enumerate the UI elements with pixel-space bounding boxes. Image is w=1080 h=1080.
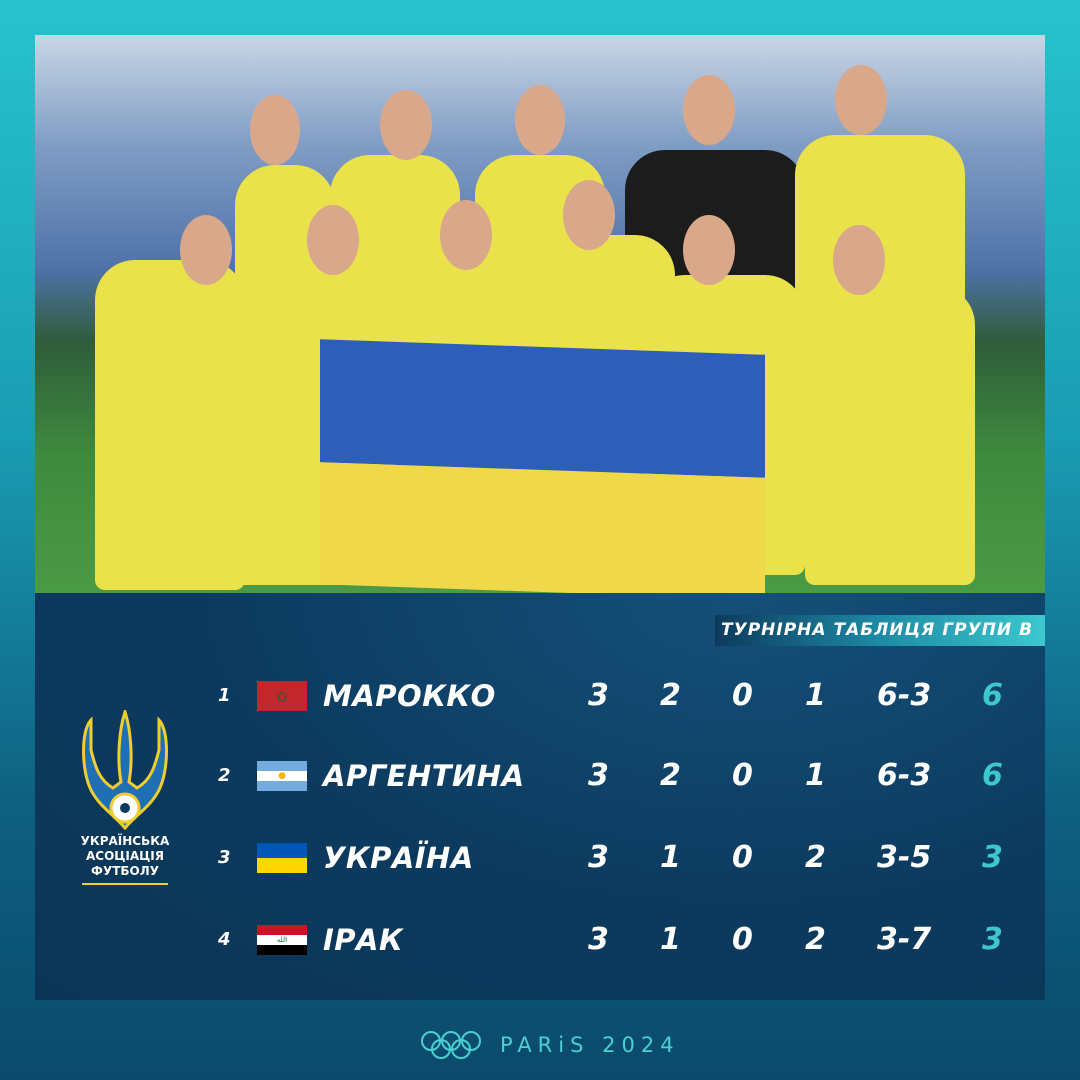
morocco-flag: ✩ (257, 681, 307, 711)
team-name: МАРОККО (323, 679, 496, 713)
points-value: 6 (982, 678, 1003, 713)
table-title: ТУРНІРНА ТАБЛИЦЯ ГРУПИ B (715, 615, 1045, 646)
won-value: 1 (660, 840, 681, 875)
played-value: 3 (588, 758, 609, 793)
lost-value: 2 (805, 840, 826, 875)
standings-row: 3 УКРАЇНА 3 1 0 2 3-5 3 (0, 833, 1080, 883)
goals-value: 3-7 (877, 922, 932, 957)
played-value: 3 (588, 922, 609, 957)
logo-line-3: ФУТБОЛУ (91, 864, 159, 878)
drawn-value: 0 (732, 678, 753, 713)
rank: 3 (218, 847, 231, 868)
points-value: 3 (982, 840, 1003, 875)
won-value: 2 (660, 758, 681, 793)
footer-text: PARiS 2024 (500, 1033, 680, 1057)
team-photo (35, 35, 1045, 593)
goals-value: 6-3 (877, 758, 932, 793)
logo-line-1: УКРАЇНСЬКА (80, 834, 170, 848)
won-value: 1 (660, 922, 681, 957)
rank: 2 (218, 765, 231, 786)
standings-row: 2 ● АРГЕНТИНА 3 2 0 1 6-3 6 (0, 751, 1080, 801)
uaf-logo: УКРАЇНСЬКА АСОЦІАЦІЯ ФУТБОЛУ (70, 707, 180, 910)
rank: 1 (218, 685, 231, 706)
points-value: 6 (982, 758, 1003, 793)
drawn-value: 0 (732, 840, 753, 875)
trident-icon (82, 707, 168, 831)
points-value: 3 (982, 922, 1003, 957)
won-value: 2 (660, 678, 681, 713)
team-name: ІРАК (323, 923, 404, 957)
lost-value: 1 (805, 758, 826, 793)
argentina-flag: ● (257, 761, 307, 791)
logo-line-2: АСОЦІАЦІЯ (85, 849, 165, 863)
rank: 4 (218, 929, 231, 950)
played-value: 3 (588, 840, 609, 875)
drawn-value: 0 (732, 758, 753, 793)
iraq-flag: الله (257, 925, 307, 955)
played-value: 3 (588, 678, 609, 713)
ukraine-flag (257, 843, 307, 873)
standings-panel (35, 593, 1045, 1000)
lost-value: 2 (805, 922, 826, 957)
lost-value: 1 (805, 678, 826, 713)
standings-row: 4 الله ІРАК 3 1 0 2 3-7 3 (0, 915, 1080, 965)
team-name: АРГЕНТИНА (323, 759, 525, 793)
goals-value: 3-5 (877, 840, 932, 875)
ukraine-flag-banner (320, 339, 765, 593)
team-name: УКРАЇНА (323, 841, 474, 875)
goals-value: 6-3 (877, 678, 932, 713)
paris-2024-footer: PARiS 2024 (420, 1028, 680, 1062)
drawn-value: 0 (732, 922, 753, 957)
standings-row: 1 ✩ МАРОККО 3 2 0 1 6-3 6 (0, 671, 1080, 721)
olympic-rings-icon (421, 1031, 481, 1059)
